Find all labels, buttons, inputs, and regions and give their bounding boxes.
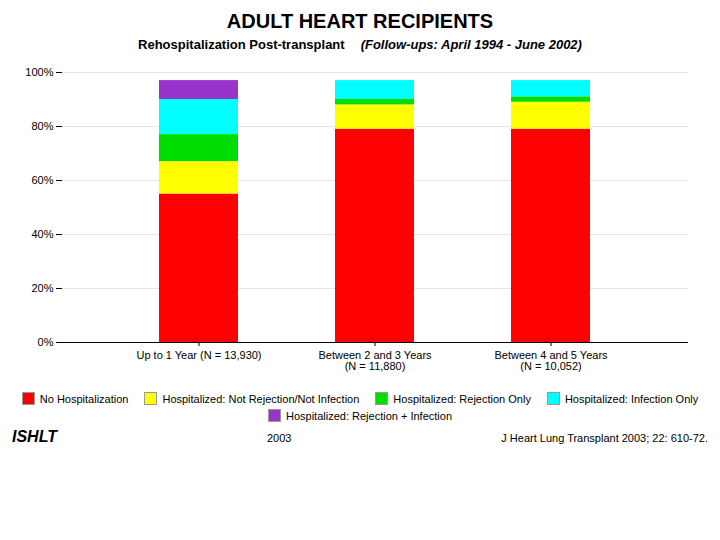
- svg-text:20%: 20%: [31, 282, 53, 294]
- html-text:J Heart Lung Transplant 2003;: J Heart Lung Transplant 2003; 22: 610-72…: [501, 432, 708, 444]
- svg-text:Between 2 and 3 Years(N = 11,8: Between 2 and 3 Years(N = 11,880): [318, 349, 432, 372]
- svg-text:0%: 0%: [38, 336, 54, 348]
- html-text:ISHLT: ISHLT: [12, 428, 57, 445]
- html-text:Hospitalized: Rejection Only: Hospitalized: Rejection Only: [393, 392, 531, 405]
- html-text:(Follow-ups: April 1994 - June: (Follow-ups: April 1994 - June 2002): [360, 37, 582, 52]
- svg-text:60%: 60%: [31, 174, 53, 186]
- svg-text:Between 4 and 5 Years(N = 10,0: Between 4 and 5 Years(N = 10,052): [494, 349, 608, 372]
- svg-text:40%: 40%: [31, 228, 53, 240]
- html-text:Rehospitalization Post-transpl: Rehospitalization Post-transplant: [138, 37, 345, 52]
- html-text:2003: 2003: [266, 432, 292, 444]
- html-text:Hospitalized: Rejection + Infe: Hospitalized: Rejection + Infection: [286, 409, 452, 422]
- svg-text:80%: 80%: [31, 120, 53, 132]
- svg-text:Up to 1 Year (N = 13,930): Up to 1 Year (N = 13,930): [136, 349, 261, 361]
- html-text:Hospitalized: Not Rejection/No: Hospitalized: Not Rejection/Not Infectio…: [162, 392, 360, 405]
- html-text:No Hospitalization: No Hospitalization: [39, 392, 129, 405]
- html-text:ADULT HEART RECIPIENTS: ADULT HEART RECIPIENTS: [226, 10, 494, 32]
- html-text:Hospitalized: Infection Only: Hospitalized: Infection Only: [564, 392, 699, 405]
- svg-text:100%: 100%: [25, 66, 53, 78]
